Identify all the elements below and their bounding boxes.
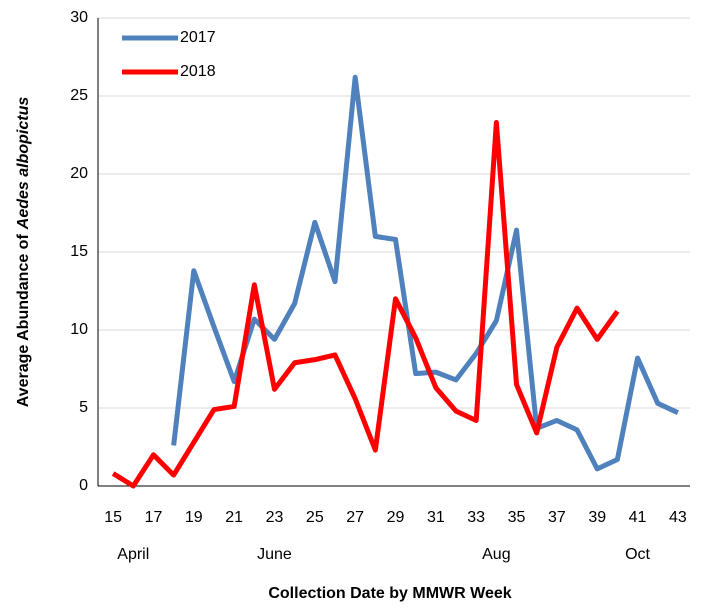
- x-tick-label: 41: [629, 509, 647, 526]
- x-tick-label: 27: [346, 509, 364, 526]
- x-tick-label: 15: [104, 509, 122, 526]
- series-line: [111, 120, 620, 489]
- y-tick-label: 10: [70, 321, 88, 338]
- x-tick-label: 29: [387, 509, 405, 526]
- x-tick-label: 35: [508, 509, 526, 526]
- legend-label: 2018: [180, 63, 216, 80]
- series-line: [171, 74, 679, 472]
- legend-label: 2017: [180, 29, 216, 46]
- x-tick-label: 19: [185, 509, 203, 526]
- month-label: June: [257, 546, 292, 563]
- x-tick-label: 39: [588, 509, 606, 526]
- y-axis-title: Average Abundance of Aedes albopictus: [15, 97, 32, 408]
- y-tick-label: 20: [70, 165, 88, 182]
- y-axis-title-text: Average Abundance of: [15, 234, 32, 408]
- y-tick-label: 15: [70, 243, 88, 260]
- x-tick-label: 17: [145, 509, 163, 526]
- x-tick-label: 43: [669, 509, 687, 526]
- month-label: Aug: [482, 546, 510, 563]
- x-axis-title: Collection Date by MMWR Week: [268, 585, 511, 602]
- x-tick-label: 37: [548, 509, 566, 526]
- x-tick-label: 25: [306, 509, 324, 526]
- month-label: Oct: [625, 546, 650, 563]
- y-axis-title-species: Aedes albopictus: [15, 97, 32, 231]
- y-tick-label: 30: [70, 9, 88, 26]
- x-tick-label: 23: [266, 509, 284, 526]
- y-tick-label: 25: [70, 87, 88, 104]
- y-tick-label: 5: [79, 399, 88, 416]
- month-label: April: [117, 546, 149, 563]
- y-tick-label: 0: [79, 477, 88, 494]
- x-tick-label: 33: [467, 509, 485, 526]
- x-tick-label: 31: [427, 509, 445, 526]
- x-tick-label: 21: [225, 509, 243, 526]
